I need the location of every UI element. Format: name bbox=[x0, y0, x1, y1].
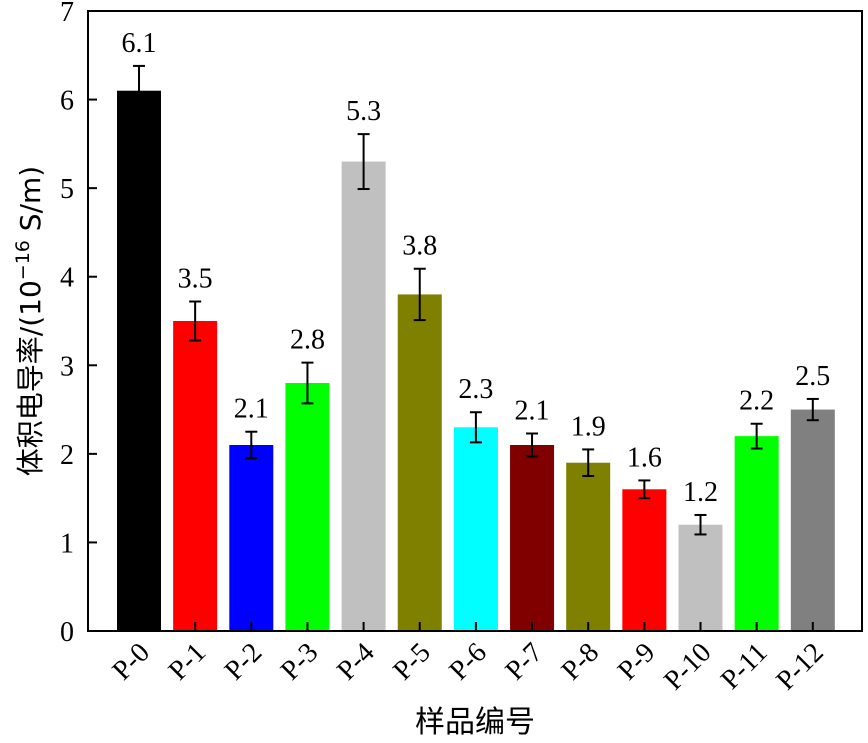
bar-p-3 bbox=[285, 383, 330, 631]
error-bar bbox=[189, 300, 202, 342]
bar-p-1 bbox=[173, 321, 218, 631]
error-bar bbox=[357, 133, 370, 191]
x-axis-title: 样品编号 bbox=[415, 705, 535, 740]
error-bar bbox=[301, 361, 314, 405]
y-tick-label: 3 bbox=[60, 351, 74, 382]
x-tick-label: P-12 bbox=[770, 637, 829, 696]
error-bars bbox=[133, 64, 819, 536]
x-axis-ticks: P-0 P-1 P-2 P-3 P-4 P-5 P-6 P-7 P-8 P-9P-10P-11P-… bbox=[107, 622, 830, 696]
error-bar bbox=[469, 411, 482, 444]
y-tick-label: 7 bbox=[60, 0, 74, 28]
error-bar bbox=[133, 64, 145, 117]
data-label: 2.1 bbox=[515, 395, 550, 426]
y-axis-title-exponent: −16 bbox=[12, 240, 34, 280]
y-axis-ticks: 0 1 2 3 4 5 6 7 bbox=[60, 0, 97, 648]
x-tick-label: P-3 bbox=[275, 637, 324, 686]
data-label: 3.8 bbox=[402, 231, 437, 262]
data-label: 2.8 bbox=[290, 325, 325, 356]
x-tick-label: P-5 bbox=[387, 637, 436, 686]
data-label: 2.2 bbox=[739, 386, 774, 417]
error-bar bbox=[806, 397, 819, 422]
x-tick-label: P-9 bbox=[612, 637, 661, 686]
y-tick-label: 0 bbox=[60, 617, 74, 648]
bar-p-4 bbox=[341, 161, 386, 632]
error-bar bbox=[694, 513, 707, 536]
bar-p-2 bbox=[229, 445, 274, 631]
bar-p-9 bbox=[622, 489, 667, 631]
data-label: 1.6 bbox=[627, 442, 662, 473]
bar-p-0 bbox=[117, 90, 161, 631]
data-label: 3.5 bbox=[178, 264, 213, 295]
data-label: 1.9 bbox=[571, 411, 606, 442]
error-bar bbox=[582, 448, 595, 477]
y-tick-label: 5 bbox=[60, 174, 74, 205]
plot-frame bbox=[87, 10, 863, 632]
x-tick-label: P-7 bbox=[500, 637, 549, 686]
y-tick-label: 1 bbox=[60, 528, 74, 559]
x-tick-label: P-2 bbox=[219, 637, 268, 686]
y-tick-label: 2 bbox=[60, 440, 74, 471]
bar-p-8 bbox=[566, 462, 611, 631]
bar-p-5 bbox=[397, 294, 442, 631]
bar-p-6 bbox=[453, 427, 498, 631]
x-tick-label: P-1 bbox=[163, 637, 212, 686]
x-tick-label: P-0 bbox=[107, 637, 156, 686]
x-tick-label: P-6 bbox=[443, 637, 492, 686]
error-bar bbox=[526, 432, 539, 458]
x-tick-label: P-10 bbox=[658, 637, 717, 696]
bar-p-11 bbox=[734, 436, 779, 631]
bar-p-12 bbox=[790, 409, 835, 631]
data-label: 2.5 bbox=[795, 361, 830, 392]
x-tick-label: P-4 bbox=[331, 637, 380, 686]
data-label: 1.2 bbox=[683, 477, 718, 508]
error-bar bbox=[638, 479, 651, 500]
y-axis-title-unit: S/m) bbox=[14, 166, 47, 240]
y-tick-label: 4 bbox=[60, 263, 74, 294]
data-labels: 6.1 3.5 2.1 2.8 5.3 3.8 2.3 2.1 1.9 1.6 1.2 2.2 2.5 bbox=[122, 28, 831, 508]
y-axis-title: 体积电导率/(10−16 S/m) bbox=[12, 166, 47, 476]
x-tick-label: P-11 bbox=[715, 637, 774, 696]
error-bar bbox=[750, 422, 763, 450]
bar-p-10 bbox=[678, 524, 723, 631]
bar-p-7 bbox=[510, 445, 555, 631]
y-axis-title-main: 体积电导率/(10 bbox=[14, 280, 47, 476]
error-bar bbox=[413, 267, 426, 322]
x-tick-label: P-8 bbox=[556, 637, 605, 686]
data-label: 2.3 bbox=[458, 374, 493, 405]
bars bbox=[117, 90, 835, 632]
y-tick-label: 6 bbox=[60, 86, 74, 117]
data-label: 2.1 bbox=[234, 394, 269, 425]
data-label: 6.1 bbox=[122, 28, 157, 59]
data-label: 5.3 bbox=[346, 96, 381, 127]
error-bar bbox=[245, 430, 258, 460]
